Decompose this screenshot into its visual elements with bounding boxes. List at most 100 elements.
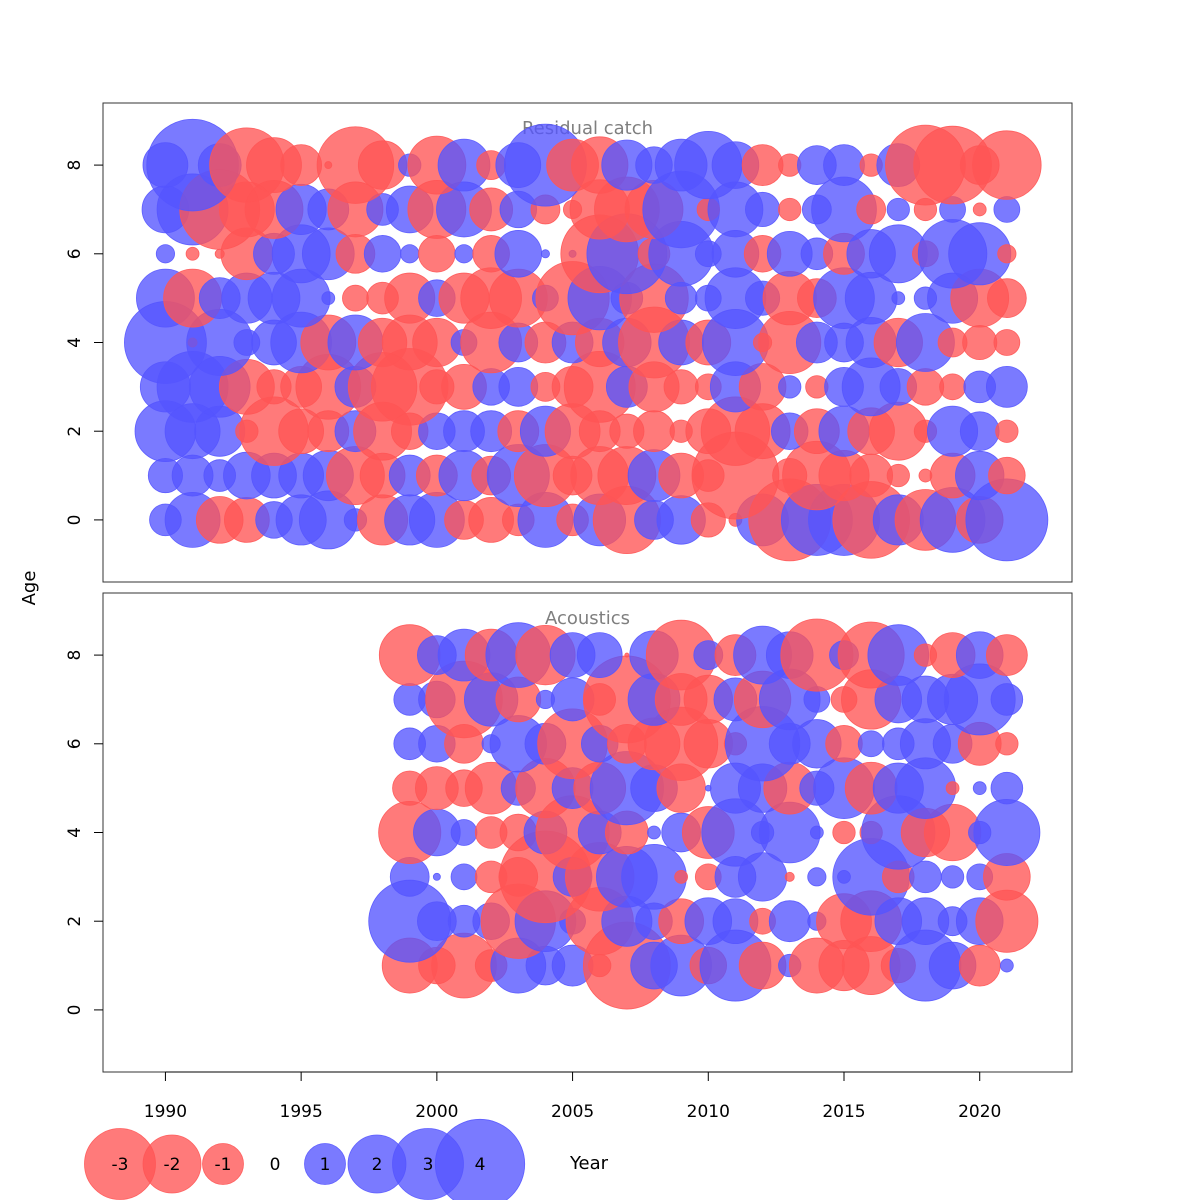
bubble <box>825 725 863 763</box>
bubble <box>321 291 336 306</box>
legend-bubble <box>434 1118 526 1200</box>
y-tick-label: 0 <box>65 514 85 525</box>
bubble <box>784 871 795 882</box>
legend: -3 -2 -1 0 1 2 3 4 <box>84 1118 526 1200</box>
bubble <box>987 278 1027 318</box>
y-tick-label: 6 <box>65 248 85 259</box>
bubble <box>993 329 1021 356</box>
y-tick-label: 0 <box>65 1004 85 1015</box>
bubble <box>995 419 1019 443</box>
bubble <box>962 324 998 361</box>
x-tick-label: 2010 <box>687 1102 730 1122</box>
bubble <box>995 732 1019 756</box>
legend-label: 1 <box>320 1155 331 1175</box>
bubble <box>886 463 910 488</box>
bubbles <box>124 118 1049 562</box>
bubble <box>990 683 1024 716</box>
bubble <box>633 410 675 453</box>
bubbles <box>368 618 1041 1010</box>
y-axis-label: Age <box>19 571 40 606</box>
legend-bubble <box>304 1143 346 1185</box>
legend-item: -2 <box>142 1134 202 1194</box>
bubble <box>454 244 474 264</box>
x-axis-label: Year <box>569 1153 609 1174</box>
legend-label: -2 <box>164 1155 181 1175</box>
legend-item: 4 <box>434 1118 526 1200</box>
bubble <box>624 652 630 658</box>
legend-label: -1 <box>215 1155 232 1175</box>
y-tick-label: 8 <box>65 160 85 171</box>
legend-label: -3 <box>112 1155 129 1175</box>
bubble <box>999 958 1014 973</box>
bubble <box>988 456 1026 495</box>
legend-label: 4 <box>475 1155 486 1175</box>
y-tick-label: 8 <box>65 650 85 661</box>
bubble <box>674 869 689 884</box>
legend-item: -1 <box>202 1143 244 1185</box>
bubble <box>745 191 781 227</box>
bubble <box>280 144 323 186</box>
bubble <box>185 246 200 261</box>
bubble <box>768 900 811 943</box>
bubble <box>418 235 456 273</box>
bubble <box>832 820 856 845</box>
bubble <box>906 368 945 406</box>
bubble <box>993 196 1021 223</box>
bubble <box>985 365 1028 408</box>
bubble <box>823 144 865 186</box>
bubble <box>741 144 784 186</box>
bubble <box>940 865 965 889</box>
bubble <box>494 230 543 278</box>
y-tick-label: 2 <box>65 916 85 927</box>
y-tick-label: 4 <box>65 337 85 348</box>
bubble <box>972 781 987 796</box>
bubble <box>997 244 1017 264</box>
bubble <box>155 244 175 264</box>
panel-title: Acoustics <box>545 608 630 629</box>
legend-item: 0 <box>270 1155 281 1175</box>
x-tick-label: 1990 <box>144 1102 187 1122</box>
panel: Acoustics 0 2 4 6 8 <box>65 592 1073 1073</box>
x-tick-label: 2000 <box>415 1102 458 1122</box>
legend-label: 2 <box>372 1155 383 1175</box>
bubble <box>809 825 824 840</box>
bubble <box>972 202 987 217</box>
bubble <box>939 373 966 401</box>
legend-label: 0 <box>270 1155 281 1175</box>
bubble <box>432 872 441 881</box>
bubble <box>342 284 369 312</box>
bubble <box>886 197 910 222</box>
y-tick-label: 4 <box>65 827 85 838</box>
bubble <box>972 130 1042 200</box>
x-tick-label: 1995 <box>280 1102 323 1122</box>
x-axis: 1990 1995 2000 2005 2010 2015 2020 <box>144 1071 1001 1122</box>
legend-item: -3 <box>84 1128 156 1200</box>
bubble <box>990 771 1024 805</box>
bubble <box>856 194 887 225</box>
bubble <box>450 819 478 846</box>
legend-label: 3 <box>423 1155 434 1175</box>
bubble <box>778 375 802 399</box>
legend-item: 1 <box>304 1143 346 1185</box>
x-tick-label: 2020 <box>958 1102 1001 1122</box>
bubble <box>973 799 1041 866</box>
bubble <box>664 281 698 315</box>
bubble <box>857 730 885 758</box>
bubble <box>647 825 661 840</box>
y-tick-label: 6 <box>65 738 85 749</box>
bubble <box>363 235 402 273</box>
bubble <box>959 411 1000 452</box>
bubble <box>849 453 894 498</box>
legend-bubble <box>142 1134 202 1194</box>
bubble <box>958 944 1001 987</box>
bubble <box>778 197 802 222</box>
bubble <box>891 291 906 306</box>
x-tick-label: 2005 <box>551 1102 594 1122</box>
bubble <box>945 781 960 796</box>
bubble <box>985 634 1028 676</box>
legend-bubble <box>202 1143 244 1185</box>
y-tick-label: 2 <box>65 426 85 437</box>
